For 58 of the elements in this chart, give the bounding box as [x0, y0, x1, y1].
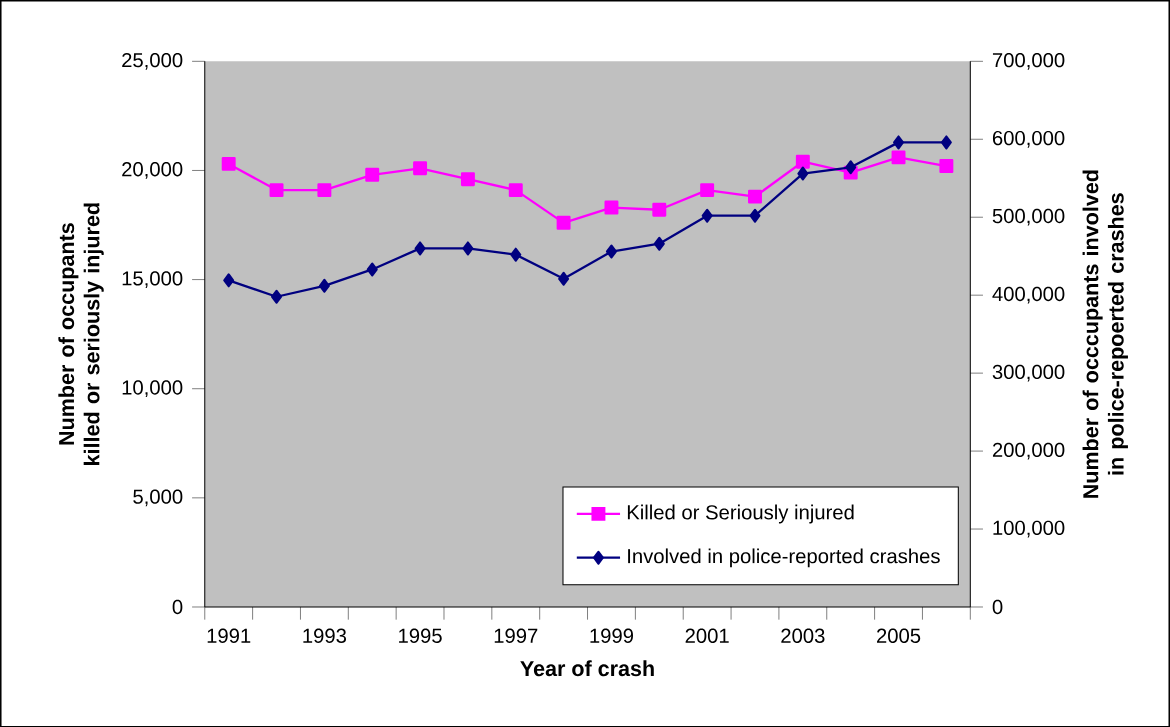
y2-tick-label: 500,000	[992, 208, 1065, 226]
y2-tick-label: 300,000	[992, 364, 1065, 382]
x-tick-label: 1991	[207, 628, 251, 643]
point	[269, 182, 284, 197]
point	[460, 172, 475, 186]
y2-tick-label: 700,000	[992, 52, 1065, 70]
point	[797, 166, 809, 181]
x-tick-label: 2003	[781, 628, 825, 643]
point	[221, 156, 236, 171]
point	[365, 167, 380, 182]
point	[462, 241, 474, 256]
point	[653, 236, 665, 251]
x-tick-label: 2001	[685, 628, 729, 643]
point	[795, 154, 810, 169]
point	[700, 182, 715, 197]
point	[605, 244, 617, 259]
y-axis-title: Number of occupants killed or seriously injured	[58, 203, 104, 465]
point	[413, 161, 428, 176]
y2-tick-label: 200,000	[992, 442, 1065, 460]
point	[271, 289, 283, 304]
point	[701, 208, 713, 223]
point	[940, 135, 952, 150]
y-tick-label: 15,000	[122, 271, 183, 288]
x-tick-label: 2005	[877, 628, 921, 643]
point	[366, 262, 378, 277]
point	[223, 273, 235, 288]
point	[749, 208, 761, 223]
point	[558, 271, 570, 286]
point	[510, 247, 522, 262]
point	[604, 200, 619, 215]
point	[508, 182, 523, 197]
y-tick-label: 5,000	[133, 489, 183, 507]
point	[845, 160, 857, 175]
point	[939, 158, 954, 173]
legend-label: Involved in police-reported crashes	[628, 548, 940, 568]
y-tick-label: 25,000	[122, 52, 183, 70]
point	[893, 135, 905, 150]
legend-label: Killed or Seriously injured	[627, 504, 854, 524]
y-tick-label: 20,000	[122, 161, 183, 179]
y-tick-label: 10,000	[122, 380, 183, 397]
y-tick-label: 0	[172, 599, 183, 614]
y2-tick-label: 0	[992, 599, 1003, 614]
y2-tick-label: 400,000	[992, 286, 1065, 304]
point	[652, 202, 667, 217]
point	[317, 182, 332, 197]
y2-axis-title: Number of occcupants involved in police-repoerted crashes	[1082, 170, 1128, 498]
y2-tick-label: 100,000	[993, 520, 1065, 538]
x-tick-label: 1999	[590, 628, 634, 643]
point	[414, 241, 426, 256]
point	[318, 278, 330, 293]
x-tick-label: 1993	[303, 628, 347, 643]
point	[556, 215, 571, 230]
x-tick-label: 1997	[494, 628, 538, 643]
x-tick-label: 1995	[399, 628, 442, 643]
point	[891, 150, 906, 165]
y2-tick-label: 600,000	[992, 130, 1065, 148]
x-axis-title: Year of crash	[520, 660, 654, 676]
point	[748, 189, 762, 204]
